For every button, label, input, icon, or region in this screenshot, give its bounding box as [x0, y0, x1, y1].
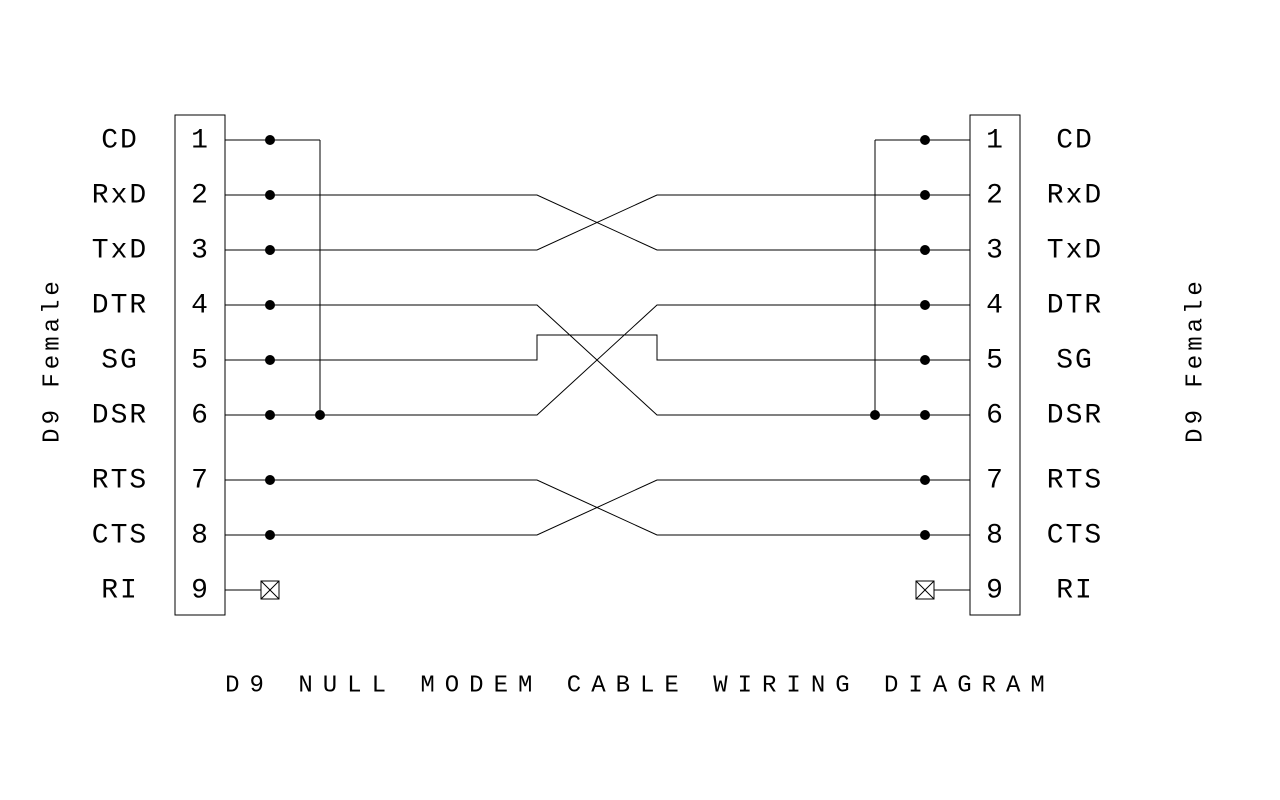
left-pin-5-number: 5 — [191, 345, 209, 376]
left-pin-2-number: 2 — [191, 180, 209, 211]
right-pin-3-number: 3 — [986, 235, 1004, 266]
right-connector-label: D9 Female — [1182, 277, 1209, 443]
right-pin-6-signal: DSR — [1047, 400, 1103, 431]
right-pin-5-number: 5 — [986, 345, 1004, 376]
left-pin-4-number: 4 — [191, 290, 209, 321]
right-pin-9-signal: RI — [1056, 575, 1094, 606]
right-pin-4-signal: DTR — [1047, 290, 1103, 321]
right-pin-2-signal: RxD — [1047, 180, 1103, 211]
right-pin-8-signal: CTS — [1047, 520, 1103, 551]
right-pin-1-number: 1 — [986, 125, 1004, 156]
cross-2-3-ba — [270, 195, 925, 250]
right-pin-3-signal: TxD — [1047, 235, 1103, 266]
left-pin-8-signal: CTS — [92, 520, 148, 551]
left-pin-7-number: 7 — [191, 465, 209, 496]
right-pin-2-number: 2 — [986, 180, 1004, 211]
straight-bridged-5 — [270, 335, 925, 360]
left-pin-3-number: 3 — [191, 235, 209, 266]
left-pin-1-number: 1 — [191, 125, 209, 156]
left-pin-9-number: 9 — [191, 575, 209, 606]
left-pin-7-signal: RTS — [92, 465, 148, 496]
left-pin-9-signal: RI — [101, 575, 139, 606]
right-pin-7-signal: RTS — [1047, 465, 1103, 496]
right-pin-6-number: 6 — [986, 400, 1004, 431]
right-pin-1-signal: CD — [1056, 125, 1094, 156]
right-pin-4-number: 4 — [986, 290, 1004, 321]
diagram-title: D9 NULL MODEM CABLE WIRING DIAGRAM — [225, 672, 1055, 699]
left-pin-2-signal: RxD — [92, 180, 148, 211]
right-pin-7-number: 7 — [986, 465, 1004, 496]
right-pin-9-number: 9 — [986, 575, 1004, 606]
left-pin-8-number: 8 — [191, 520, 209, 551]
left-pin-4-signal: DTR — [92, 290, 148, 321]
left-pin-6-signal: DSR — [92, 400, 148, 431]
wiring-diagram: CD 1 1 CD RxD 2 2 RxD TxD 3 3 TxD DTR 4 4 DTR SG 5 5 SG DSR 6… — [0, 0, 1280, 800]
left-pin-5-signal: SG — [101, 345, 139, 376]
left-pin-3-signal: TxD — [92, 235, 148, 266]
left-pin-1-signal: CD — [101, 125, 139, 156]
right-pin-8-number: 8 — [986, 520, 1004, 551]
cross-7-8-ba — [270, 480, 925, 535]
left-connector-label: D9 Female — [39, 277, 66, 443]
left-pin-6-number: 6 — [191, 400, 209, 431]
right-pin-5-signal: SG — [1056, 345, 1094, 376]
